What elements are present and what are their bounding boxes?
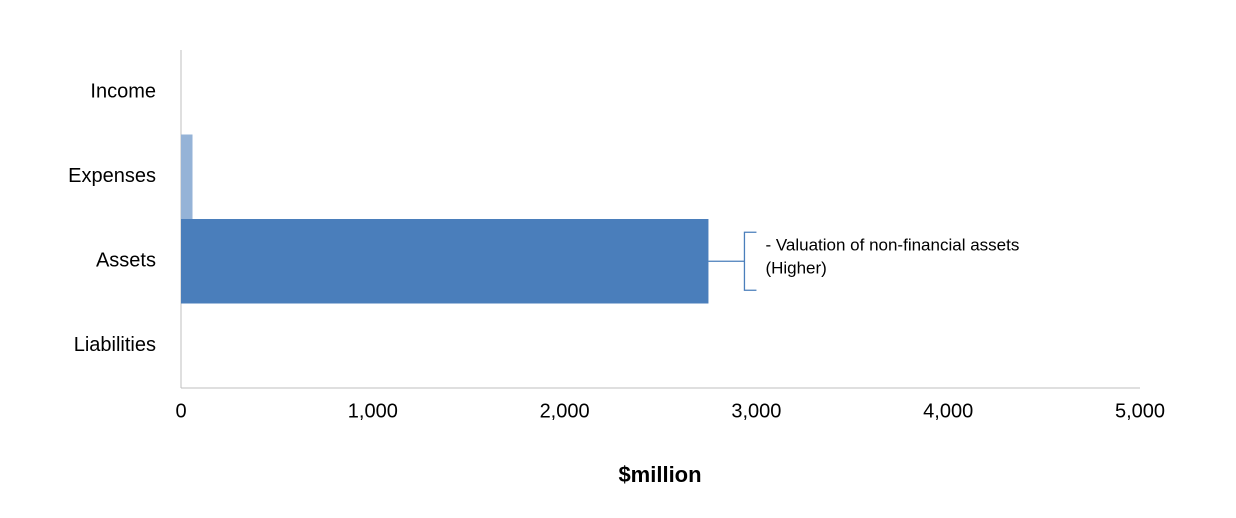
bar [181,134,193,219]
annotation-text: - Valuation of non-financial assets [765,236,1019,255]
x-tick-label: 2,000 [540,400,590,422]
x-tick-label: 0 [175,400,186,422]
x-tick-label: 4,000 [923,400,973,422]
annotation-text: (Higher) [765,259,826,278]
x-tick-label: 1,000 [348,400,398,422]
x-tick-label: 5,000 [1115,400,1165,422]
x-axis-title: $million [618,462,701,487]
x-tick-label: 3,000 [731,400,781,422]
bar [181,219,709,304]
y-tick-label: Assets [96,250,156,272]
y-tick-label: Liabilities [74,334,156,356]
annotation-bracket [708,231,757,291]
y-tick-label: Income [90,81,156,103]
y-tick-label: Expenses [68,165,156,187]
